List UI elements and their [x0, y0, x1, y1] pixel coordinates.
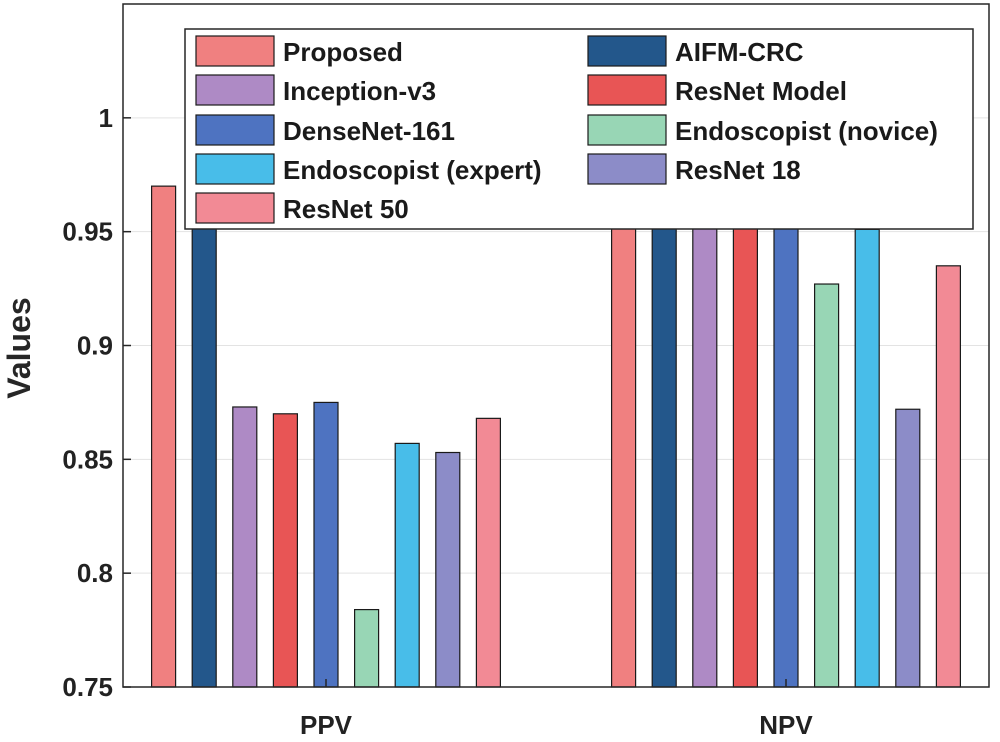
y-tick-label: 0.9 — [77, 331, 113, 361]
legend-swatch — [587, 74, 667, 106]
y-tick-label: 0.75 — [62, 672, 113, 702]
legend-swatch — [195, 153, 275, 185]
y-axis-title: Values — [1, 297, 37, 398]
bar-densenet-161-npv — [773, 190, 799, 688]
bar-resnet-50-ppv — [475, 417, 501, 688]
legend-swatch — [587, 35, 667, 67]
bar-endoscopist-novice-npv — [813, 283, 840, 688]
x-tick-label-npv: NPV — [759, 710, 813, 740]
legend-label: DenseNet-161 — [283, 116, 455, 146]
legend-label: Endoscopist (expert) — [283, 155, 542, 185]
x-axis-ticks: PPV NPV — [300, 679, 813, 740]
y-tick-label: 0.95 — [62, 217, 113, 247]
bar-aifm-crc-npv — [651, 187, 677, 688]
bar-endoscopist-novice-ppv — [354, 608, 380, 688]
legend-label: ResNet 18 — [675, 155, 801, 185]
y-axis-ticks: 0.75 0.8 0.85 0.9 0.95 1 — [62, 103, 131, 702]
legend-swatch — [195, 114, 275, 146]
bar-endoscopist-expert-ppv — [394, 442, 420, 688]
bar-resnet-18-npv — [895, 408, 921, 688]
legend-swatch — [195, 74, 275, 106]
bar-inception-v3-npv — [692, 192, 718, 688]
x-tick-label-ppv: PPV — [300, 710, 353, 740]
bar-resnet-model-ppv — [272, 413, 298, 688]
legend-label: Inception-v3 — [283, 76, 436, 106]
legend-box — [184, 28, 974, 230]
legend-label: AIFM-CRC — [675, 37, 804, 67]
bar-resnet-18-ppv — [435, 451, 461, 688]
legend-swatch — [587, 153, 667, 185]
bar-endoscopist-expert-npv — [854, 228, 880, 688]
y-tick-label: 1 — [99, 103, 113, 133]
legend-swatch — [195, 192, 275, 224]
legend-swatch — [195, 35, 275, 67]
bar-proposed-ppv — [151, 185, 177, 688]
legend-label: Proposed — [283, 37, 403, 67]
bar-inception-v3-ppv — [232, 406, 258, 688]
bar-aifm-crc-ppv — [191, 206, 217, 688]
bar-resnet-model-npv — [732, 194, 759, 688]
legend-label: ResNet Model — [675, 76, 847, 106]
legend-label: ResNet 50 — [283, 194, 409, 224]
bar-proposed-npv — [610, 167, 637, 688]
bars — [151, 167, 962, 688]
y-tick-label: 0.8 — [77, 558, 113, 588]
y-tick-label: 0.85 — [62, 444, 113, 474]
bar-densenet-161-ppv — [313, 401, 339, 688]
legend-swatch — [587, 114, 667, 146]
legend: Proposed AIFM-CRC Inception-v3 ResNet Model… — [184, 28, 974, 230]
legend-label: Endoscopist (novice) — [675, 116, 938, 146]
bar-resnet-50-npv — [935, 265, 962, 688]
